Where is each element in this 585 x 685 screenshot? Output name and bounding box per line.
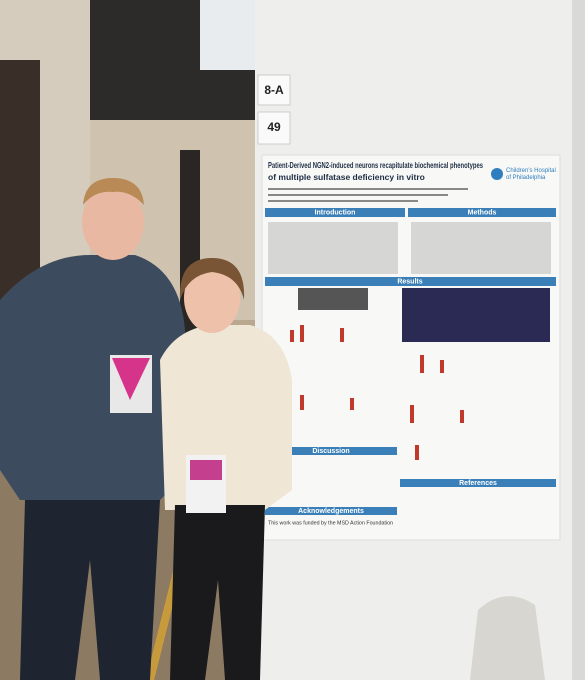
sign: [257, 111, 291, 145]
section-header: [265, 447, 397, 455]
woman-head: [184, 263, 240, 333]
blot: [298, 288, 368, 310]
board-edge: [572, 0, 585, 680]
section-header: [265, 507, 397, 515]
figure-bar: [420, 355, 424, 373]
figure-bar: [415, 445, 419, 460]
logo: Children's Hospital: [506, 168, 556, 174]
poster-title: Patient-Derived NGN2-induced neurons rec…: [268, 160, 483, 170]
section-header: [265, 208, 405, 217]
section-header: [400, 479, 556, 487]
intro-text: [268, 222, 398, 274]
logo-icon: [491, 168, 503, 180]
sign: [257, 74, 291, 106]
poster: [261, 154, 561, 541]
section-title: Results: [397, 278, 422, 285]
section-header: [265, 277, 556, 286]
man-hair: [83, 178, 144, 205]
figure-bar: [440, 360, 444, 373]
figure-bar: [350, 398, 354, 410]
figure-bar: [410, 405, 414, 423]
authors: [268, 200, 418, 202]
woman-hair: [179, 258, 245, 300]
skylight: [200, 0, 255, 70]
figure-bar: [300, 325, 304, 342]
figure-bar: [300, 395, 304, 410]
methods-text: [411, 222, 551, 274]
sign-row: 8-A: [264, 83, 284, 97]
section-title: Acknowledgements: [298, 508, 364, 515]
microscopy: [402, 288, 550, 342]
man-sweater: [0, 255, 185, 500]
authors: [268, 188, 468, 190]
poster-title: of multiple sulfatase deficiency in vitr…: [268, 172, 425, 182]
sign-number: 49: [267, 120, 281, 134]
badge-logo: [112, 358, 150, 400]
section-title: Methods: [468, 209, 497, 216]
man-pants: [20, 500, 160, 680]
section-title: Introduction: [315, 209, 356, 216]
section-header: [408, 208, 556, 217]
section-title: References: [459, 480, 497, 487]
logo: of Philadelphia: [506, 175, 546, 181]
woman-pants: [170, 505, 265, 680]
man-head: [82, 184, 144, 260]
acknowledgement: This work was funded by the MSD Action F…: [268, 520, 393, 526]
figure-bar: [340, 328, 344, 342]
figure-bar: [290, 330, 294, 342]
authors: [268, 194, 448, 196]
badge-logo: [190, 460, 222, 480]
section-title: Discussion: [312, 448, 349, 455]
backpack: [470, 596, 545, 680]
figure-bar: [460, 410, 464, 423]
